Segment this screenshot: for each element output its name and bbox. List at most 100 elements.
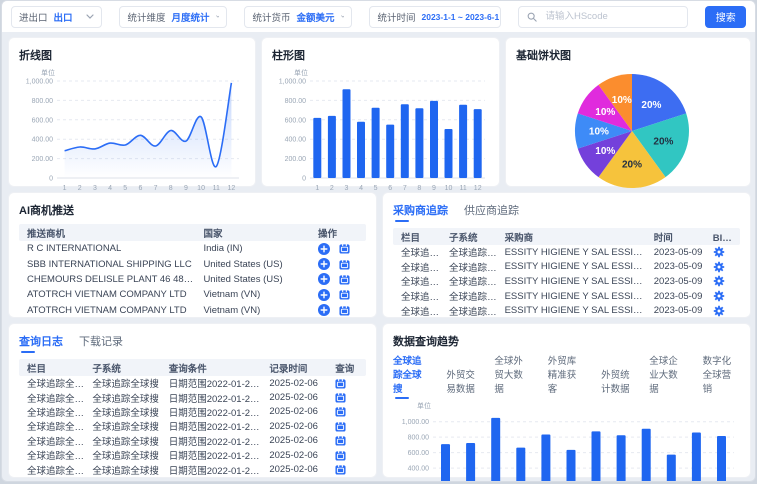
column-header: 子系统: [449, 232, 478, 244]
tab[interactable]: 外贸统计数据: [601, 370, 630, 395]
svg-text:10%: 10%: [612, 95, 632, 106]
table-cell: ESSITY HIGIENE Y SAL ESSITY HIGIENE Y...: [504, 290, 650, 302]
table-cell: 全球追踪全球搜: [27, 465, 89, 477]
svg-text:3: 3: [93, 185, 97, 192]
calendar-icon[interactable]: [339, 289, 350, 300]
filter-statistic-dimension[interactable]: 统计维度 月度统计: [119, 5, 228, 28]
section-title: AI商机推送: [19, 205, 74, 217]
table-cell: 日期范围2022-01-2025-02: [168, 436, 266, 448]
row-actions: [331, 435, 366, 446]
column-header: 采购商: [504, 232, 534, 244]
search-input-wrap: [518, 5, 689, 28]
filter-label: 统计时间: [377, 12, 416, 24]
table-cell: 全球追踪全球搜: [27, 379, 89, 391]
gear-icon[interactable]: [713, 305, 725, 317]
table-cell: 2025-02-06: [269, 377, 318, 389]
table-row: 全球追踪全球搜全球追踪全球搜ESSITY HIGIENE Y SAL ESSIT…: [393, 274, 740, 289]
filter-date-range[interactable]: 统计时间 2023-1-1 ~ 2023-6-1: [369, 5, 502, 28]
filter-label: 统计货币: [252, 12, 291, 24]
pie-chart-card: 基础饼状图 20% 20% 20% 10% 10% 10% 10%: [505, 37, 751, 188]
filter-import-export[interactable]: 进出口 出口: [11, 5, 103, 28]
calendar-icon[interactable]: [339, 243, 350, 254]
gear-icon[interactable]: [713, 261, 725, 273]
tab[interactable]: 采购商追踪: [393, 202, 448, 222]
table-cell: United States (US): [203, 258, 283, 270]
tab[interactable]: 全球外贸大数据: [494, 356, 523, 395]
svg-text:400.00: 400.00: [408, 466, 430, 473]
calendar-icon[interactable]: [335, 435, 346, 446]
plus-circle-icon[interactable]: [317, 273, 330, 286]
column-header: 查询条件: [168, 363, 207, 375]
chart-title: 基础饼状图: [516, 50, 571, 62]
table-cell: 全球追踪全球搜: [92, 465, 159, 477]
column-header: 时间: [653, 232, 673, 244]
table-row: 全球追踪全球搜全球追踪全球搜日期范围2022-01-2025-022025-02…: [19, 462, 366, 477]
plus-circle-icon[interactable]: [317, 288, 330, 301]
table-cell: 全球追踪全球搜: [27, 422, 89, 434]
gear-icon[interactable]: [713, 275, 725, 287]
svg-text:单位: 单位: [294, 68, 308, 77]
table-cell: 2023-05-09: [653, 275, 703, 287]
table-cell: 全球追踪全球搜: [401, 306, 445, 318]
row-actions: [331, 377, 366, 389]
calendar-icon[interactable]: [339, 258, 350, 270]
plus-circle-icon[interactable]: [317, 304, 330, 317]
tab[interactable]: 供应商追踪: [464, 205, 519, 217]
table-cell: SBB INTERNATIONAL SHIPPING LLC: [27, 258, 192, 270]
pie-chart: 20%20%20%10%10%10%10%: [575, 74, 689, 188]
filter-currency[interactable]: 统计货币 金额美元: [244, 5, 353, 28]
table-cell: 2023-05-09: [653, 261, 703, 273]
svg-text:20%: 20%: [653, 137, 673, 148]
table-cell: Vietnam (VN): [203, 304, 261, 316]
plus-circle-icon[interactable]: [317, 258, 330, 271]
tab[interactable]: 外贸交易数据: [446, 370, 475, 395]
table-row: ATOTRCH VIETNAM COMPANY LTD Vietnam (VN): [19, 287, 366, 302]
table-cell: 日期范围2022-01-2025-02: [168, 422, 266, 434]
column-header: 推送商机: [27, 228, 66, 240]
gear-icon[interactable]: [713, 290, 725, 302]
chevron-down-icon: [215, 15, 220, 18]
table-cell: 2023-05-09: [653, 246, 703, 258]
calendar-icon[interactable]: [335, 464, 346, 475]
tab[interactable]: 下载记录: [79, 336, 123, 348]
calendar-icon[interactable]: [339, 274, 350, 285]
calendar-icon[interactable]: [339, 304, 350, 316]
table-cell: 全球追踪全球搜: [92, 451, 159, 463]
table-cell: 日期范围2022-01-2025-02: [168, 451, 266, 463]
svg-text:10: 10: [445, 185, 453, 192]
calendar-icon[interactable]: [335, 377, 346, 389]
svg-text:1,000.00: 1,000.00: [402, 419, 429, 426]
tab[interactable]: 数字化全球营销: [702, 356, 732, 395]
table-cell: 2025-02-06: [269, 420, 318, 432]
svg-text:1,000.00: 1,000.00: [26, 79, 53, 86]
calendar-icon[interactable]: [335, 406, 346, 418]
search-button[interactable]: 搜索: [705, 5, 746, 28]
table-cell: 全球追踪全球搜: [449, 277, 501, 289]
svg-text:10%: 10%: [589, 127, 609, 138]
svg-text:4: 4: [108, 185, 112, 192]
svg-text:800.00: 800.00: [285, 98, 307, 105]
svg-text:11: 11: [213, 185, 220, 192]
plus-circle-icon[interactable]: [317, 242, 330, 255]
tab[interactable]: 外贸库精准获客: [547, 356, 577, 395]
gear-icon[interactable]: [713, 246, 725, 258]
row-actions: [314, 304, 366, 317]
tab[interactable]: 全球企业大数据: [649, 356, 678, 395]
calendar-icon[interactable]: [335, 449, 346, 461]
table-row: 全球追踪全球搜全球追踪全球搜日期范围2022-01-2025-022025-02…: [19, 390, 366, 405]
calendar-icon[interactable]: [335, 392, 346, 403]
search-input[interactable]: [543, 10, 680, 23]
tab[interactable]: 全球追踪全球搜: [393, 353, 430, 399]
table-cell: ESSITY HIGIENE Y SAL ESSITY HIGIENE Y...: [504, 261, 650, 273]
filter-bar: 进出口 出口 统计维度 月度统计 统计货币 金额美元 统计时间 2023-1-1…: [2, 1, 755, 32]
table-cell: 全球追踪全球搜: [401, 262, 445, 274]
table-cell: 全球追踪全球搜: [401, 292, 445, 304]
column-header: BI追踪: [712, 232, 740, 244]
svg-text:7: 7: [403, 185, 407, 192]
tab[interactable]: 查询日志: [19, 333, 63, 353]
svg-text:8: 8: [169, 185, 173, 192]
calendar-icon[interactable]: [335, 421, 346, 432]
